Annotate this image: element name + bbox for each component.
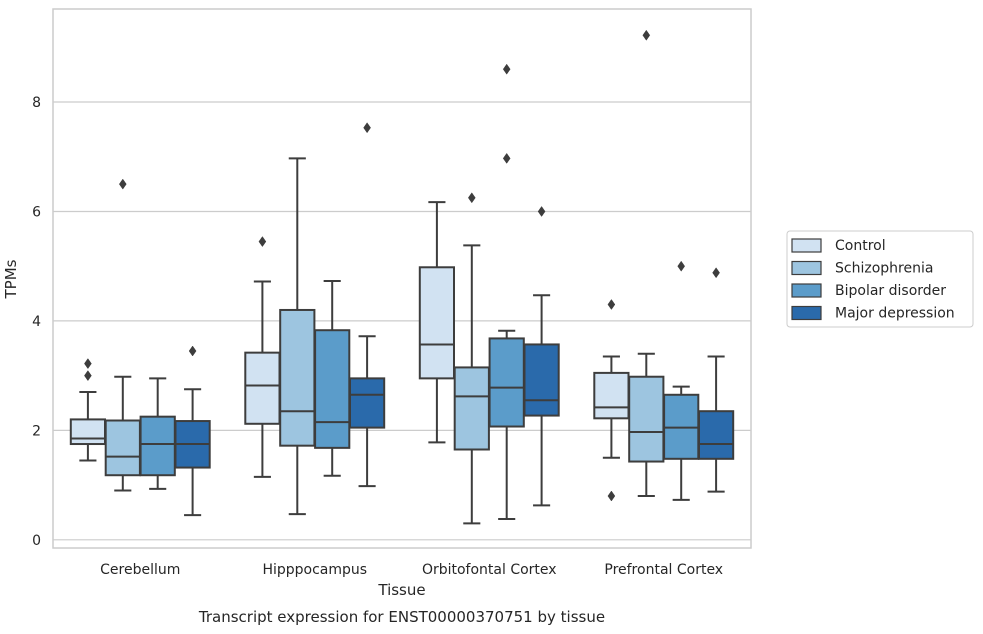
y-axis-label: TPMs (2, 259, 20, 299)
box-schizophrenia (453, 192, 490, 525)
box-control (593, 299, 630, 502)
legend-swatch (791, 260, 822, 276)
legend-swatch (791, 238, 822, 253)
box-schizophrenia (104, 178, 141, 492)
box-iqr (523, 343, 560, 417)
box-bipolar-disorder (139, 377, 176, 490)
box-schizophrenia (628, 29, 665, 498)
box-iqr (488, 337, 525, 428)
outlier-point (118, 178, 127, 190)
box-iqr (69, 418, 107, 446)
outlier-point (677, 260, 686, 272)
outlier-point (363, 122, 371, 134)
box-iqr (453, 366, 490, 451)
box-iqr (139, 415, 176, 477)
x-tick-label: Orbitofontal Cortex (422, 562, 557, 578)
outlier-point (467, 192, 476, 204)
box-major-depression (697, 267, 735, 493)
legend-label: Schizophrenia (835, 261, 933, 277)
y-tick-label: 6 (32, 204, 41, 220)
x-tick-label: Cerebellum (100, 562, 180, 578)
outlier-point (607, 299, 616, 310)
legend-label: Bipolar disorder (835, 283, 946, 299)
legend-label: Major depression (835, 306, 955, 322)
x-axis-label: Tissue (377, 581, 425, 599)
box-major-depression (348, 122, 386, 488)
box-major-depression (174, 345, 211, 517)
outlier-point (537, 206, 546, 217)
box-bipolar-disorder (488, 63, 525, 520)
outlier-point (188, 345, 197, 357)
box-iqr (697, 410, 735, 460)
legend: Control Schizophrenia Bipolar disorder Majo… (786, 230, 974, 328)
box-iqr (314, 329, 351, 449)
box-iqr (348, 377, 386, 429)
outlier-point (84, 370, 92, 382)
outlier-point (712, 267, 720, 279)
plot-frame (52, 8, 752, 549)
box-iqr (279, 308, 316, 447)
y-tick-label: 8 (32, 95, 41, 111)
x-tick-label: Hipppocampus (262, 562, 367, 578)
box-iqr (104, 419, 141, 477)
outlier-point (502, 63, 511, 75)
y-tick-label: 0 (32, 533, 41, 549)
box-schizophrenia (279, 157, 316, 516)
box-control (69, 358, 107, 462)
outlier-point (607, 490, 616, 502)
x-tick-label: Prefrontal Cortex (604, 562, 723, 578)
outlier-point (502, 152, 511, 164)
legend-label: Control (835, 238, 886, 254)
outlier-point (258, 236, 267, 247)
outlier-point (642, 29, 651, 41)
legend-box (786, 230, 974, 328)
legend-swatch (791, 283, 822, 298)
y-axis-ticks: 0 2 4 6 8 (32, 95, 41, 549)
plot-marks (69, 29, 735, 525)
outlier-point (84, 358, 92, 370)
x-axis-ticks: Cerebellum Hipppocampus Orbitofontal Corte… (100, 562, 723, 578)
box-major-depression (523, 206, 560, 507)
box-bipolar-disorder (663, 260, 700, 501)
box-control (418, 201, 456, 444)
box-iqr (418, 266, 456, 380)
box-iqr (628, 375, 665, 463)
y-tick-label: 2 (32, 423, 41, 439)
box-iqr (244, 351, 281, 425)
y-tick-label: 4 (32, 314, 41, 330)
legend-swatch (791, 305, 822, 321)
box-iqr (593, 371, 630, 420)
figure-caption: Transcript expression for ENST0000037075… (198, 608, 605, 626)
